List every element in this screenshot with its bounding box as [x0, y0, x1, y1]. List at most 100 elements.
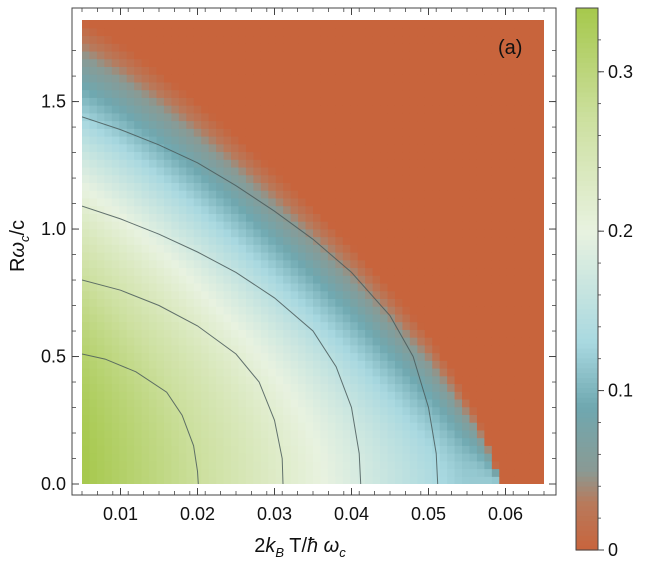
heatmap-cell [521, 406, 530, 415]
heatmap-cell [536, 66, 544, 75]
heatmap-cell [365, 66, 374, 75]
heatmap-cell [402, 221, 411, 230]
heatmap-cell [89, 89, 98, 98]
heatmap-cell [499, 81, 508, 91]
heatmap-cell [342, 445, 351, 454]
heatmap-cell [424, 221, 433, 230]
heatmap-cell [178, 476, 187, 484]
heatmap-cell [208, 136, 217, 145]
heatmap-cell [372, 197, 381, 207]
heatmap-cell [275, 97, 284, 106]
heatmap-cell [260, 43, 269, 52]
heatmap-cell [290, 460, 299, 470]
heatmap-cell [216, 476, 225, 484]
heatmap-cell [283, 252, 292, 261]
heatmap-cell [231, 414, 240, 423]
heatmap-cell [394, 151, 404, 160]
heatmap-cell [432, 50, 441, 60]
heatmap-cell [335, 58, 344, 67]
heatmap-cell [521, 360, 530, 369]
heatmap-cell [178, 398, 187, 408]
heatmap-cell [320, 259, 329, 269]
heatmap-cell [313, 128, 322, 137]
heatmap-cell [439, 174, 448, 183]
heatmap-cell [313, 414, 322, 423]
heatmap-cell [409, 244, 418, 253]
heatmap-cell [327, 205, 336, 214]
colorbar-cell [576, 205, 598, 211]
heatmap-cell [82, 97, 91, 106]
heatmap-cell [178, 468, 187, 477]
heatmap-cell [447, 66, 456, 75]
heatmap-cell [268, 337, 277, 346]
heatmap-cell [253, 50, 262, 60]
heatmap-cell [253, 27, 262, 37]
heatmap-cell [163, 437, 173, 446]
heatmap-cell [424, 391, 433, 400]
heatmap-cell [96, 445, 105, 454]
heatmap-cell [89, 151, 98, 160]
heatmap-cell [82, 27, 91, 37]
heatmap-cell [298, 329, 307, 338]
heatmap-cell [283, 422, 292, 431]
heatmap-cell [335, 143, 344, 153]
heatmap-cell [231, 27, 240, 37]
heatmap-cell [462, 453, 471, 462]
heatmap-cell [439, 112, 448, 122]
heatmap-cell [327, 27, 336, 37]
heatmap-cell [283, 97, 292, 106]
heatmap-cell [439, 197, 448, 207]
heatmap-cell [245, 306, 254, 315]
heatmap-cell [536, 128, 544, 137]
heatmap-cell [156, 166, 165, 176]
heatmap-cell [491, 352, 500, 361]
heatmap-cell [365, 298, 374, 307]
heatmap-cell [141, 437, 150, 446]
heatmap-cell [320, 422, 329, 431]
heatmap-cell [193, 97, 202, 106]
heatmap-cell [365, 221, 374, 230]
heatmap-cell [186, 259, 195, 269]
heatmap-cell [141, 58, 150, 67]
heatmap-cell [439, 81, 448, 91]
heatmap-cell [156, 174, 165, 183]
heatmap-cell [514, 290, 523, 299]
heatmap-cell [394, 453, 404, 462]
heatmap-cell [462, 197, 471, 207]
heatmap-cell [149, 205, 158, 214]
heatmap-cell [335, 267, 344, 276]
heatmap-cell [432, 166, 441, 176]
heatmap-cell [402, 460, 411, 470]
heatmap-cell [149, 151, 158, 160]
heatmap-cell [380, 383, 389, 392]
heatmap-cell [290, 398, 299, 408]
heatmap-cell [283, 337, 292, 346]
heatmap-cell [163, 43, 173, 52]
heatmap-cell [193, 437, 202, 446]
heatmap-cell [380, 437, 389, 446]
heatmap-cell [491, 35, 500, 44]
heatmap-cell [163, 197, 173, 207]
heatmap-cell [357, 190, 366, 199]
heatmap-cell [491, 105, 500, 114]
heatmap-cell [208, 151, 217, 160]
heatmap-cell [484, 453, 493, 462]
heatmap-cell [216, 197, 225, 207]
heatmap-cell [163, 27, 173, 37]
heatmap-cell [506, 190, 515, 199]
heatmap-cell [126, 190, 135, 199]
heatmap-cell [163, 89, 173, 98]
heatmap-cell [111, 282, 120, 292]
heatmap-cell [432, 375, 441, 385]
heatmap-cell [417, 460, 426, 470]
heatmap-cell [313, 259, 322, 269]
heatmap-cell [149, 422, 158, 431]
heatmap-cell [387, 205, 396, 214]
heatmap-cell [111, 136, 120, 145]
heatmap-cell [186, 344, 195, 354]
heatmap-cell [536, 112, 544, 122]
heatmap-cell [238, 429, 247, 439]
heatmap-cell [223, 174, 232, 183]
heatmap-cell [89, 143, 98, 153]
heatmap-cell [305, 151, 314, 160]
